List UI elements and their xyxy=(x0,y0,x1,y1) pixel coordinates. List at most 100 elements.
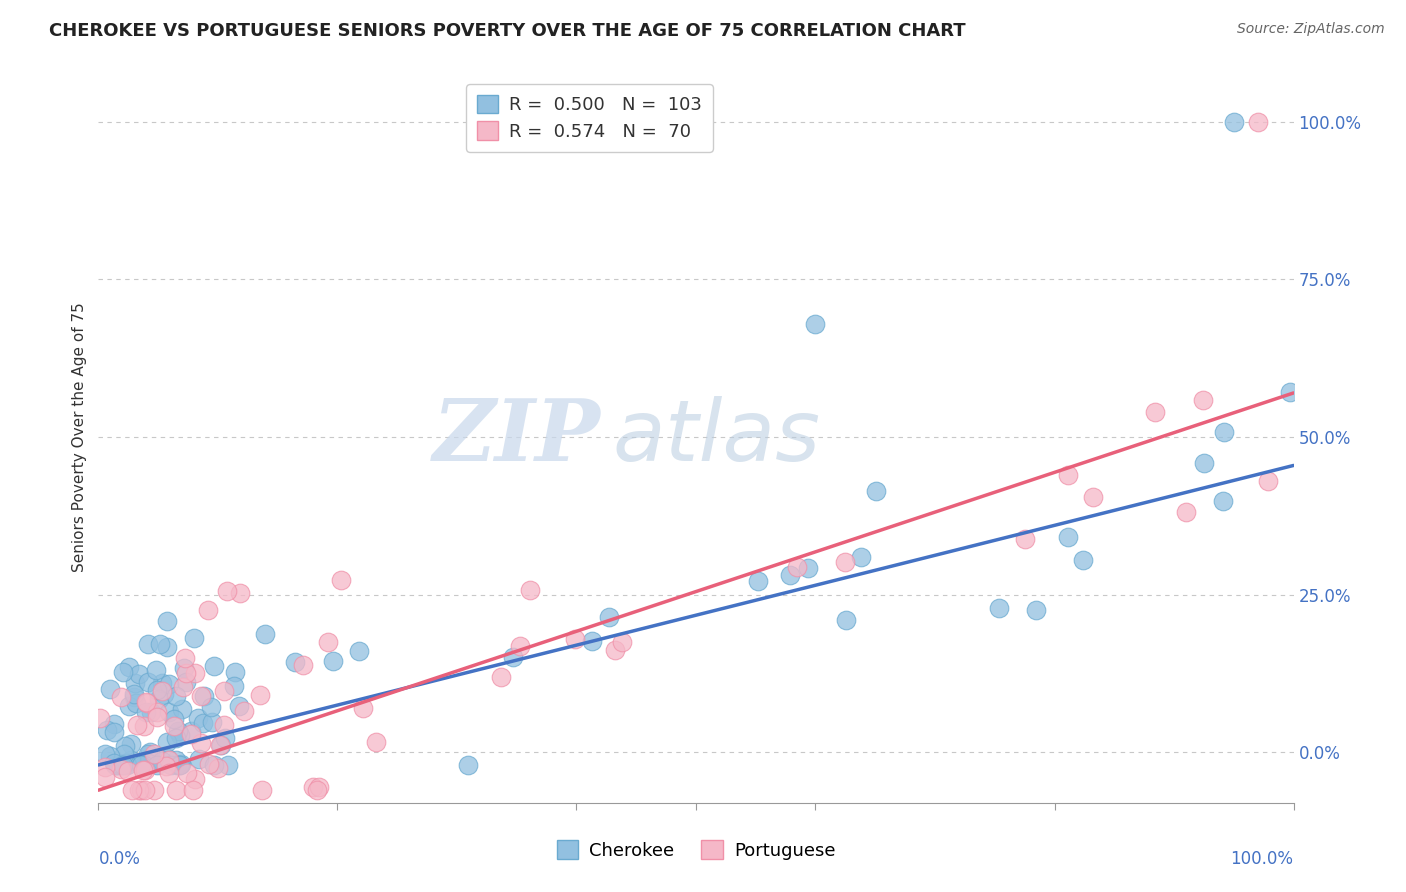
Point xyxy=(187,711,209,725)
Point xyxy=(160,758,183,772)
Point xyxy=(145,663,167,677)
Point xyxy=(1192,456,1215,470)
Point xyxy=(135,695,157,709)
Point xyxy=(155,759,177,773)
Point xyxy=(89,711,111,725)
Point xyxy=(136,756,159,771)
Point xyxy=(1071,553,1094,567)
Text: 100.0%: 100.0% xyxy=(1230,850,1294,868)
Point xyxy=(491,669,513,683)
Point xyxy=(519,583,541,598)
Point xyxy=(165,731,187,746)
Point xyxy=(1212,494,1234,508)
Point xyxy=(152,687,174,701)
Point xyxy=(208,739,231,753)
Point xyxy=(134,758,156,772)
Point xyxy=(156,751,179,765)
Point xyxy=(190,690,212,704)
Point xyxy=(198,756,221,771)
Point xyxy=(110,762,132,776)
Point xyxy=(457,758,479,772)
Point xyxy=(110,690,132,705)
Point xyxy=(139,745,162,759)
Point xyxy=(165,783,187,797)
Text: Source: ZipAtlas.com: Source: ZipAtlas.com xyxy=(1237,22,1385,37)
Point xyxy=(110,758,132,772)
Point xyxy=(172,680,194,694)
Point xyxy=(136,675,159,690)
Point xyxy=(364,735,387,749)
Point xyxy=(224,680,246,694)
Point xyxy=(136,696,159,710)
Point xyxy=(118,660,141,674)
Y-axis label: Seniors Poverty Over the Age of 75: Seniors Poverty Over the Age of 75 xyxy=(72,302,87,572)
Point xyxy=(136,758,159,772)
Point xyxy=(105,758,128,772)
Point xyxy=(849,550,872,565)
Point xyxy=(786,560,808,574)
Point xyxy=(834,555,856,569)
Point xyxy=(125,696,148,710)
Point xyxy=(202,758,225,772)
Point xyxy=(605,643,627,657)
Point xyxy=(98,749,121,764)
Point xyxy=(118,699,141,714)
Point xyxy=(184,772,207,786)
Point xyxy=(1056,468,1078,483)
Point xyxy=(103,724,125,739)
Point xyxy=(204,659,226,673)
Point xyxy=(172,701,194,715)
Point xyxy=(250,783,273,797)
Legend: Cherokee, Portuguese: Cherokee, Portuguese xyxy=(550,833,842,867)
Point xyxy=(610,635,633,649)
Point xyxy=(157,766,180,780)
Point xyxy=(1081,490,1104,504)
Point xyxy=(167,758,190,772)
Point xyxy=(134,783,156,797)
Point xyxy=(146,682,169,697)
Point xyxy=(352,700,374,714)
Point xyxy=(165,690,187,704)
Point xyxy=(598,610,620,624)
Point xyxy=(122,687,145,701)
Point xyxy=(136,637,159,651)
Point xyxy=(865,484,887,499)
Point xyxy=(347,644,370,658)
Point xyxy=(169,758,191,772)
Point xyxy=(117,764,139,779)
Point xyxy=(200,700,222,714)
Point xyxy=(143,747,166,761)
Point xyxy=(146,709,169,723)
Point xyxy=(229,586,252,600)
Point xyxy=(835,613,858,627)
Point xyxy=(156,734,179,748)
Point xyxy=(156,640,179,654)
Point xyxy=(284,655,307,669)
Point xyxy=(141,705,163,719)
Point xyxy=(122,690,145,704)
Point xyxy=(181,783,204,797)
Point xyxy=(107,758,129,772)
Point xyxy=(132,719,155,733)
Point xyxy=(207,761,229,775)
Point xyxy=(191,716,214,731)
Point xyxy=(180,723,202,738)
Point xyxy=(804,317,827,331)
Point xyxy=(143,783,166,797)
Point xyxy=(103,756,125,770)
Point xyxy=(173,661,195,675)
Point xyxy=(1192,393,1215,408)
Point xyxy=(131,783,153,797)
Point xyxy=(148,637,170,651)
Point xyxy=(233,704,256,718)
Point xyxy=(150,676,173,690)
Point xyxy=(165,754,187,768)
Point xyxy=(1014,533,1036,547)
Point xyxy=(166,758,188,772)
Point xyxy=(1175,505,1198,519)
Point xyxy=(146,758,169,772)
Point xyxy=(193,690,215,704)
Point xyxy=(188,752,211,766)
Point xyxy=(120,737,142,751)
Point xyxy=(1247,115,1270,129)
